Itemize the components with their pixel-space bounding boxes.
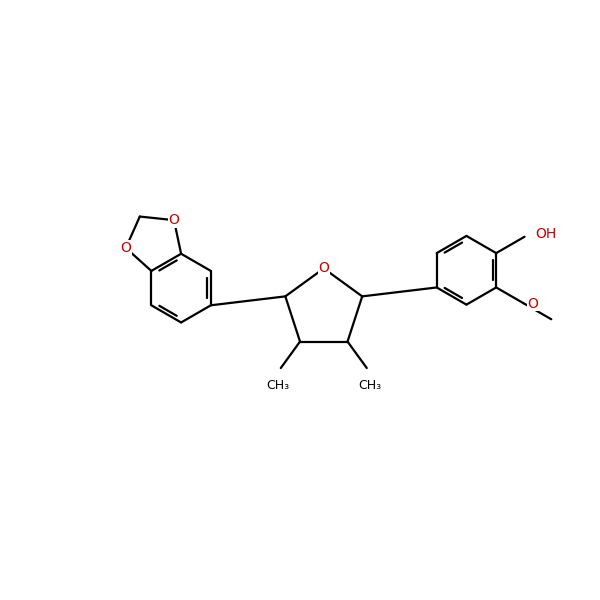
- Text: O: O: [169, 213, 179, 227]
- Text: CH₃: CH₃: [358, 379, 381, 392]
- Text: O: O: [527, 297, 538, 311]
- Text: OH: OH: [535, 227, 556, 241]
- Text: O: O: [319, 262, 329, 275]
- Text: CH₃: CH₃: [266, 379, 289, 392]
- Text: O: O: [121, 241, 131, 255]
